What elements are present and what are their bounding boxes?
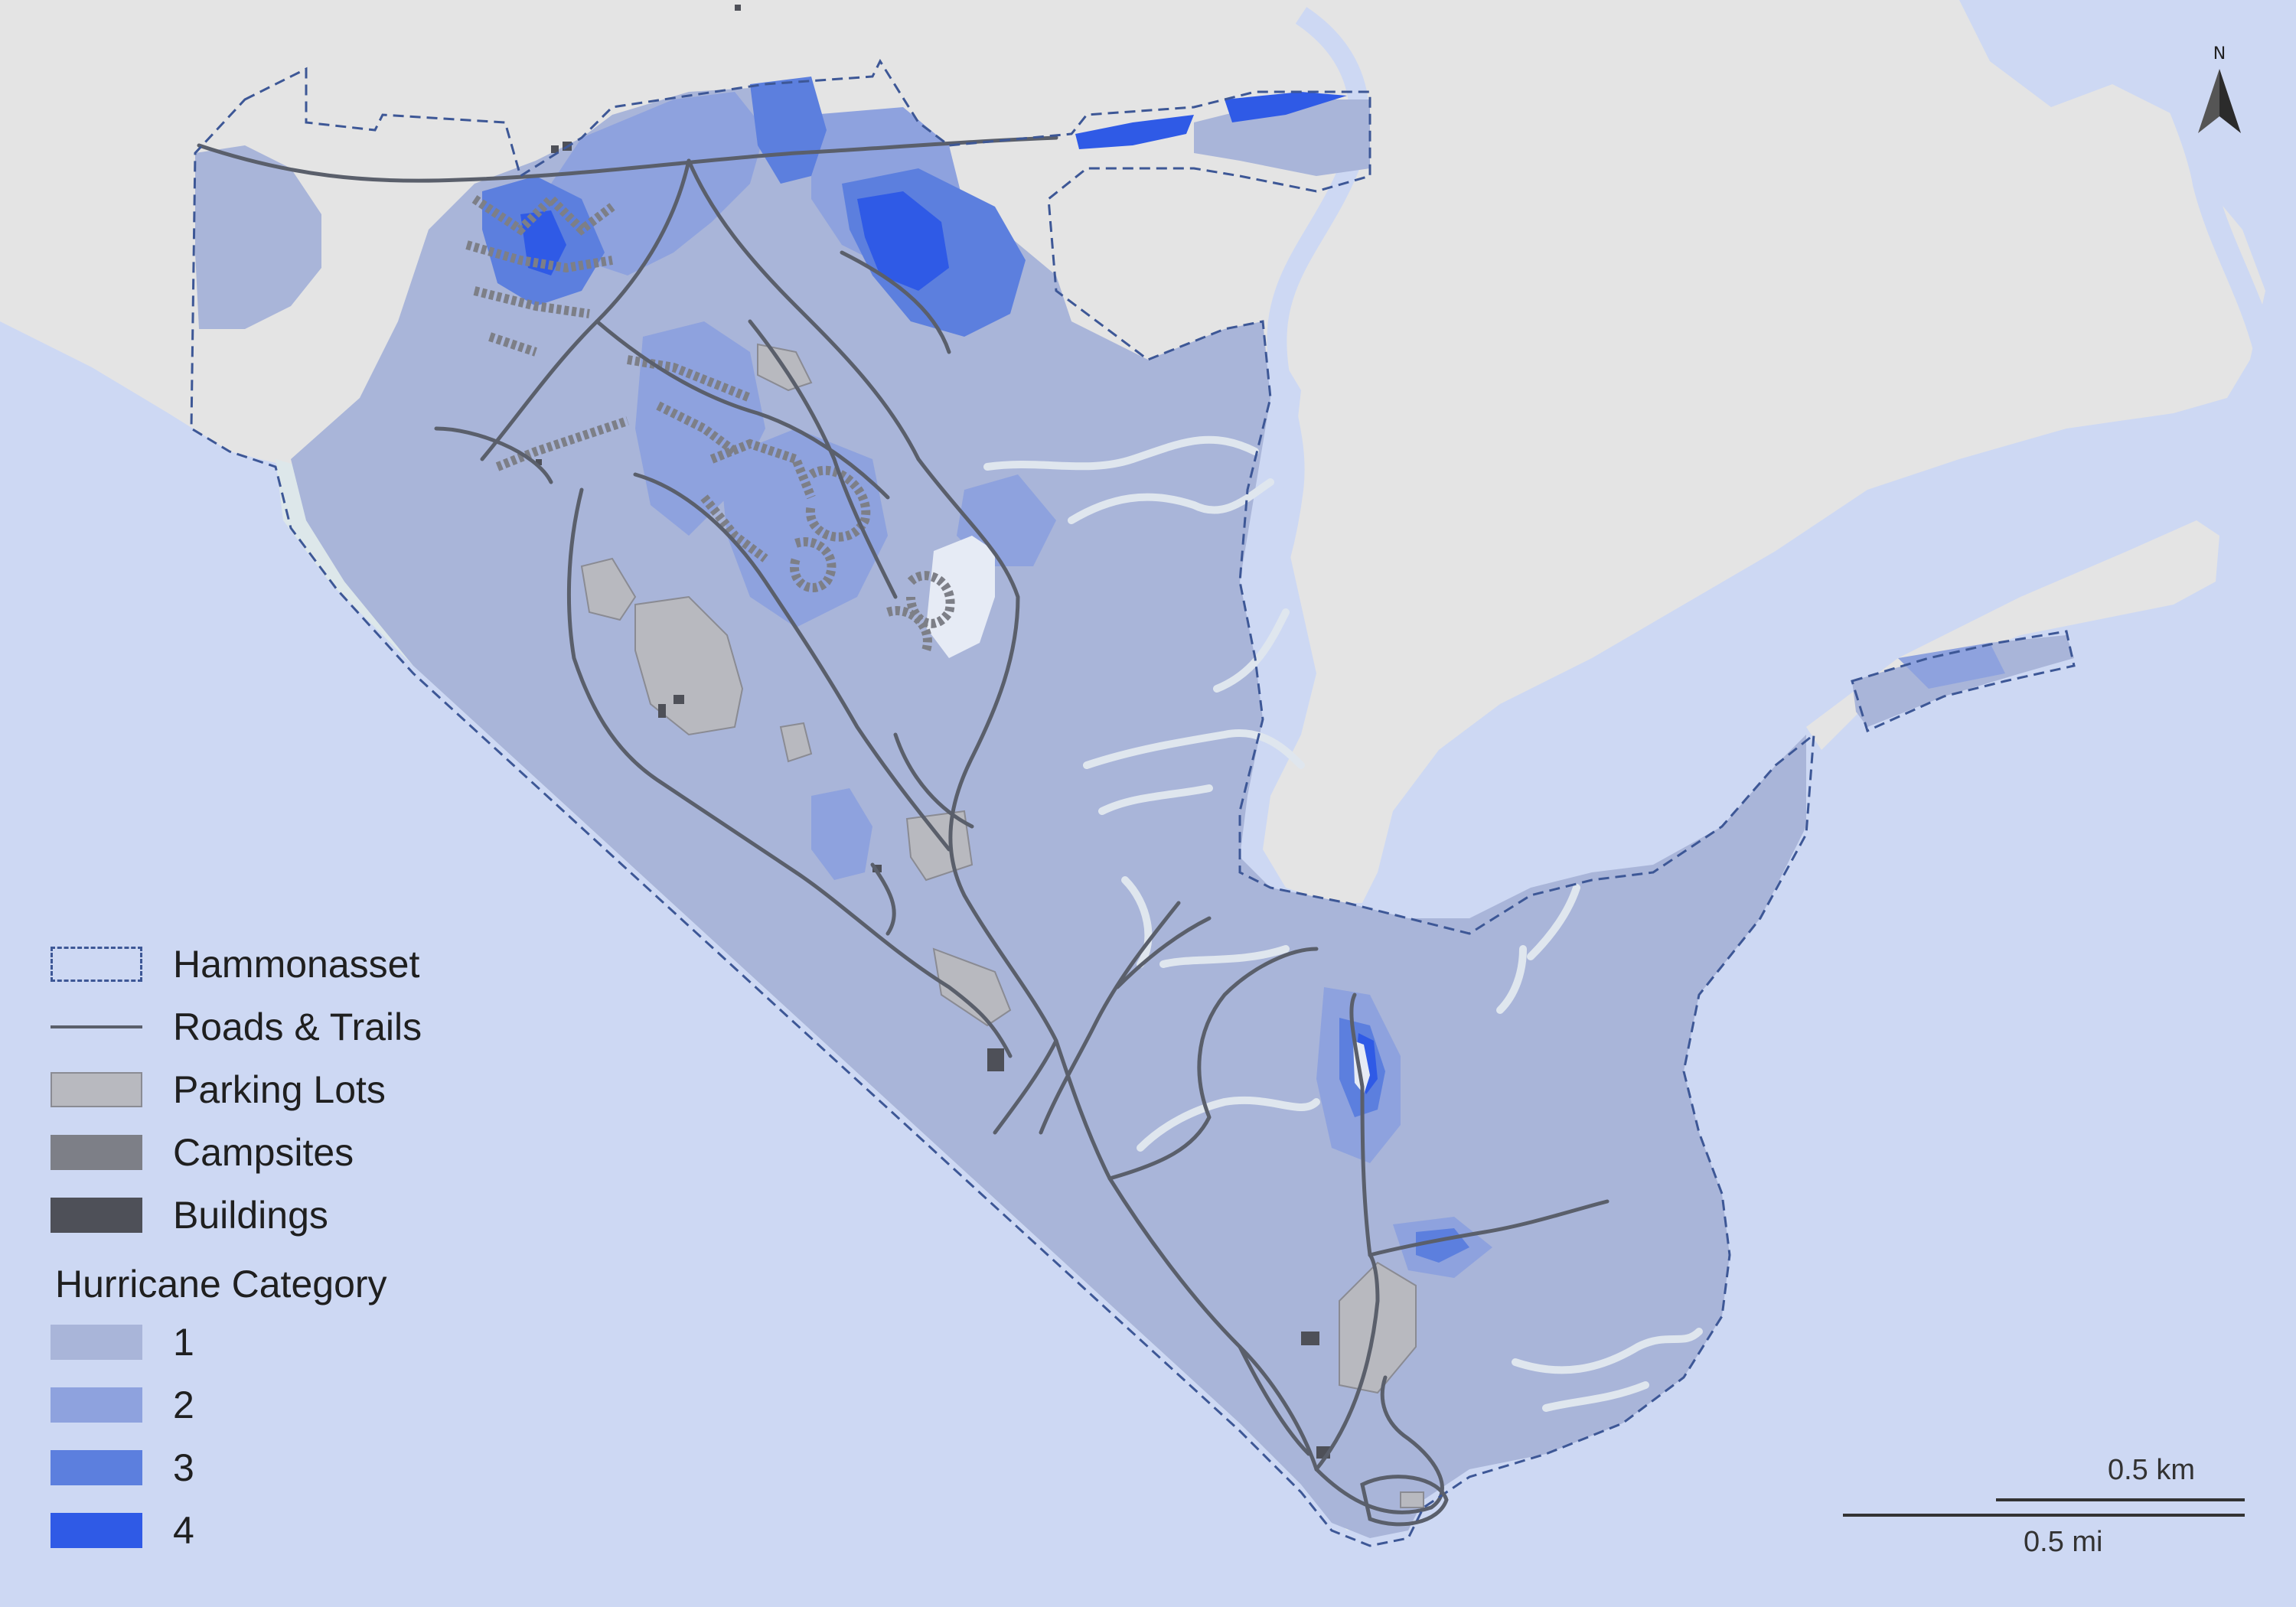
north-arrow-icon [2198,69,2241,133]
legend-category-title: Hurricane Category [55,1263,387,1305]
legend-label-category-1: 1 [173,1321,194,1364]
campsite-swatch [51,1135,142,1170]
park-boundary [190,58,1815,1547]
east-inlet [2131,11,2292,416]
scale-bar-lines [1843,1498,2245,1517]
parking-swatch [51,1072,142,1107]
legend-row-campsites: Campsites [51,1131,354,1174]
campsites [465,192,955,652]
roads-trails [197,135,1609,1514]
legend-row-parking: Parking Lots [51,1068,386,1111]
legend-label-roads: Roads & Trails [173,1006,422,1048]
east-peninsula [1806,520,2219,750]
category-2-swatch [51,1387,142,1423]
legend-row-boundary: Hammonasset [51,943,420,986]
marsh-channels [983,435,1703,1412]
legend-label-parking: Parking Lots [173,1068,386,1111]
legend-row-category-4: 4 [51,1509,194,1552]
legend-row-category-3: 3 [51,1446,194,1489]
category-4-swatch [51,1513,142,1548]
legend-label-campsites: Campsites [173,1131,354,1174]
legend-label-category-3: 3 [173,1446,194,1489]
road-swatch [51,1009,142,1045]
legend-row-category-1: 1 [51,1321,194,1364]
legend-row-roads: Roads & Trails [51,1006,422,1048]
north-label: N [2213,44,2226,64]
legend-row-buildings: Buildings [51,1194,328,1237]
category-3-swatch [51,1450,142,1485]
building-swatch [51,1198,142,1233]
legend-label-buildings: Buildings [173,1194,328,1237]
parking-lots [580,343,1424,1508]
legend-row-category-2: 2 [51,1384,194,1426]
park-boundary-east [1851,630,2076,733]
scale-km-label: 0.5 km [2107,1454,2195,1486]
upland-clearing [926,536,995,658]
legend-label-category-2: 2 [173,1384,194,1426]
category-1-swatch [51,1325,142,1360]
legend-label-boundary: Hammonasset [173,943,420,986]
legend-label-category-4: 4 [173,1509,194,1552]
north-arrow: N [2195,44,2244,136]
scale-bar: 0.5 km 0.5 mi [1843,1452,2249,1567]
flood-category-1-nw [195,145,321,329]
boundary-swatch [51,947,142,982]
scale-mi-label: 0.5 mi [2024,1526,2103,1558]
tip-loop [1360,1475,1449,1527]
